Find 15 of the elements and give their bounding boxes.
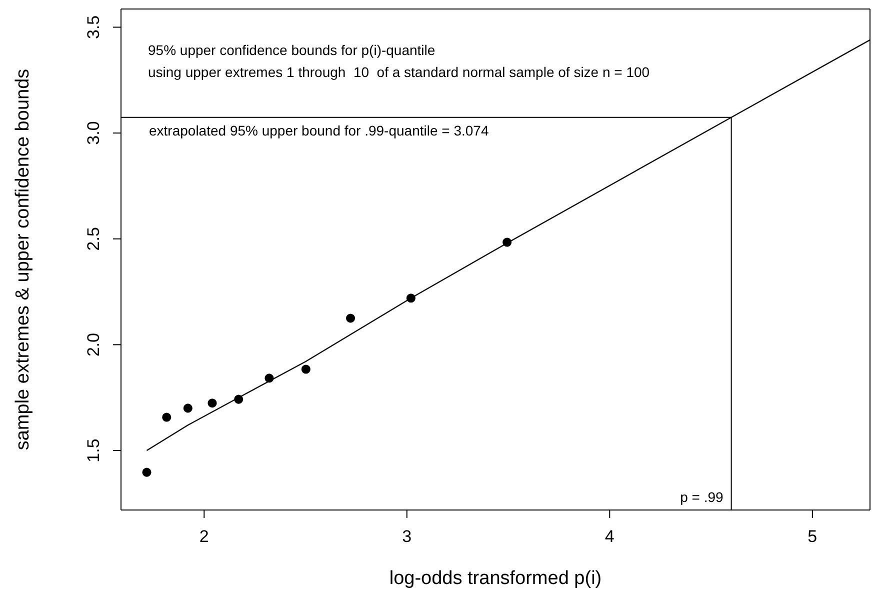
- x-axis-title: log-odds transformed p(i): [389, 568, 602, 589]
- y-tick-label: 2.0: [84, 332, 103, 357]
- annotation: using upper extremes 1 through 10 of a standard normal sample of size n = 100: [148, 64, 650, 80]
- y-axis-title: sample extremes & upper confidence bounds: [12, 68, 34, 450]
- ref-line-label: extrapolated 95% upper bound for .99-quantile = 3.074: [149, 122, 489, 138]
- x-tick-label: 4: [604, 527, 614, 546]
- x-tick-label: 3: [402, 527, 412, 546]
- x-tick-label: 5: [808, 527, 818, 546]
- ref-line-label: p = .99: [680, 489, 724, 505]
- annotation: 95% upper confidence bounds for p(i)-quantile: [148, 42, 436, 58]
- y-tick-label: 1.5: [84, 438, 103, 462]
- y-tick-label: 3.0: [84, 121, 103, 145]
- y-tick-label: 3.5: [84, 15, 103, 40]
- x-tick-label: 2: [199, 527, 209, 546]
- y-tick-label: 2.5: [84, 227, 103, 251]
